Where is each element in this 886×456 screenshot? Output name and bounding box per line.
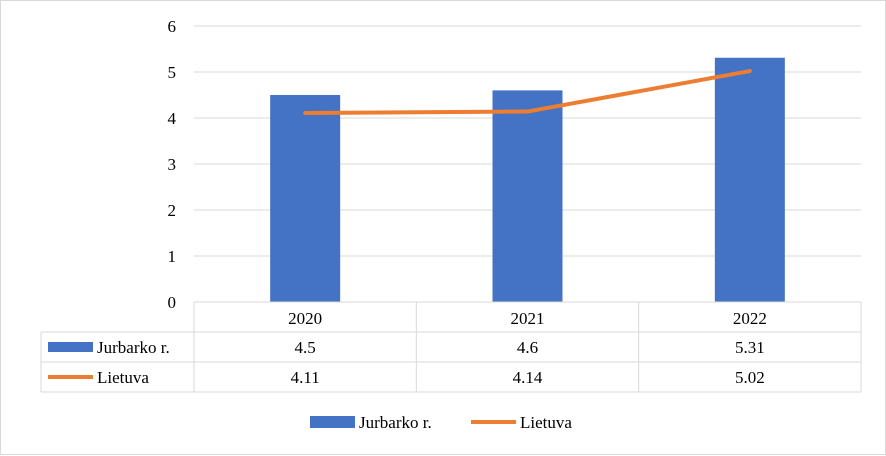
table-series-label: Jurbarko r. bbox=[97, 338, 170, 357]
y-tick-label: 5 bbox=[168, 63, 177, 82]
table-series-label: Lietuva bbox=[97, 368, 149, 387]
y-tick-label: 6 bbox=[168, 17, 177, 36]
table-value: 4.6 bbox=[517, 338, 538, 357]
table-value: 4.11 bbox=[291, 368, 320, 387]
table-legend-key-bar bbox=[48, 342, 93, 352]
bar bbox=[270, 95, 341, 302]
legend: Jurbarko r. Lietuva bbox=[310, 413, 572, 432]
line-series bbox=[303, 69, 752, 115]
bar bbox=[714, 57, 785, 302]
series-line bbox=[303, 69, 752, 115]
legend-label: Lietuva bbox=[520, 413, 572, 432]
table-value: 5.02 bbox=[735, 368, 765, 387]
table-value: 4.14 bbox=[513, 368, 543, 387]
table-value: 5.31 bbox=[735, 338, 765, 357]
bar bbox=[492, 90, 563, 303]
legend-label: Jurbarko r. bbox=[359, 413, 432, 432]
y-tick-label: 0 bbox=[168, 293, 177, 312]
legend-key-bar bbox=[310, 416, 355, 428]
y-tick-label: 2 bbox=[168, 201, 177, 220]
y-tick-label: 1 bbox=[168, 247, 177, 266]
y-tick-label: 3 bbox=[168, 155, 177, 174]
category-label: 2022 bbox=[733, 309, 767, 328]
y-axis-tick-labels: 0 1 2 3 4 5 6 bbox=[168, 17, 177, 312]
category-label: 2020 bbox=[288, 309, 322, 328]
data-table: 2020 2021 2022 Jurbarko r. 4.5 4.6 5.31 Lietuva… bbox=[40, 301, 862, 393]
bar-series bbox=[270, 57, 785, 303]
category-label: 2021 bbox=[511, 309, 545, 328]
table-value: 4.5 bbox=[295, 338, 316, 357]
y-tick-label: 4 bbox=[168, 109, 177, 128]
